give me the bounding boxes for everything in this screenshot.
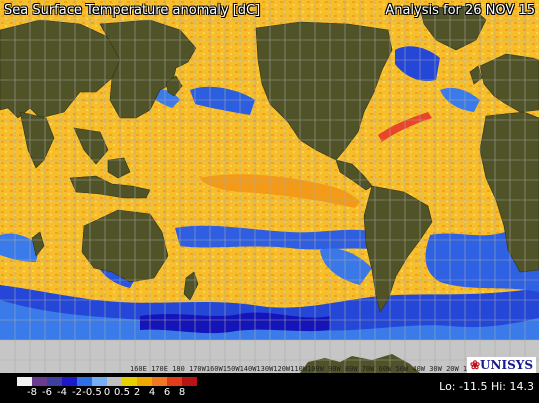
legend-swatch [152, 377, 167, 386]
legend-tick-label: 0.5 [114, 387, 130, 398]
legend-swatch [32, 377, 47, 386]
legend-tick-label: -4 [57, 387, 67, 398]
map-title: Sea Surface Temperature anomaly [dC] [4, 3, 261, 18]
legend-swatch [47, 377, 62, 386]
lat-lon-grid [0, 0, 539, 373]
greenland [419, 5, 487, 51]
unisys-logo: ❀UNISYS [466, 357, 536, 373]
legend-swatch [17, 377, 32, 386]
legend-swatch [107, 377, 122, 386]
legend-swatch [137, 377, 152, 386]
unisys-logo-text: UNISYS [480, 358, 533, 372]
legend-tick-label: -6 [42, 387, 52, 398]
east-pacific-cold [320, 248, 372, 285]
south-america [363, 185, 433, 313]
north-pacific-cold-blob [190, 86, 255, 115]
labrador-cold [395, 46, 440, 82]
analysis-date: Analysis for 26 NOV 15 [385, 3, 535, 18]
legend-tick-label: 6 [163, 387, 171, 398]
legend-tick-label: 0 [103, 387, 111, 398]
south-pacific-cold-tongue [175, 225, 378, 250]
legend-color-bar [17, 377, 197, 386]
legend-swatch [77, 377, 92, 386]
legend-tick-labels: -8 -6 -4 -2 -0.5 0 0.5 2 4 6 8 [0, 387, 539, 401]
legend-swatch [182, 377, 197, 386]
lo-hi-readout: Lo: -11.5 Hi: 14.3 [439, 380, 534, 393]
southern-deep-cold [140, 312, 330, 334]
legend-tick-label: -2 [72, 387, 82, 398]
new-zealand [183, 271, 199, 301]
legend-swatch [122, 377, 137, 386]
legend-swatch [167, 377, 182, 386]
legend-tick-label: 4 [148, 387, 156, 398]
legend-swatch [62, 377, 77, 386]
legend-tick-label: -0.5 [82, 387, 102, 398]
japan [165, 75, 183, 97]
southeast-asia [73, 127, 109, 165]
legend-tick-label: -8 [27, 387, 37, 398]
east-asia [99, 19, 197, 119]
legend-swatch [92, 377, 107, 386]
borneo [107, 157, 131, 179]
color-legend: -8 -6 -4 -2 -0.5 0 0.5 2 4 6 8 [0, 373, 539, 403]
legend-tick-label: 2 [133, 387, 141, 398]
madagascar [31, 231, 45, 257]
unisys-logo-mark-icon: ❀ [469, 358, 481, 372]
legend-tick-label: 8 [178, 387, 186, 398]
longitude-scale-labels: 160E 170E 180 170W160W150W140W130W120W11… [130, 365, 476, 373]
